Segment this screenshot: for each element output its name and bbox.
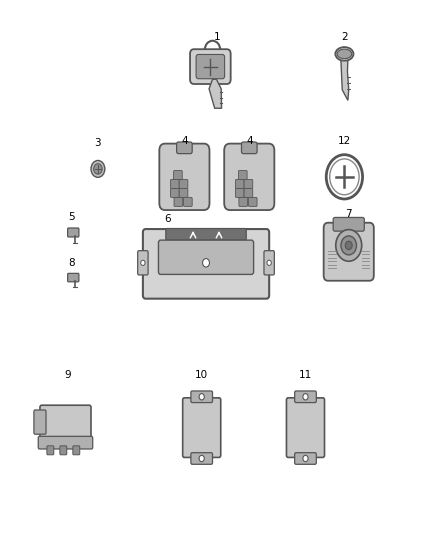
FancyBboxPatch shape — [239, 197, 247, 206]
Circle shape — [336, 230, 362, 261]
FancyBboxPatch shape — [241, 142, 257, 154]
FancyBboxPatch shape — [40, 405, 91, 441]
Circle shape — [202, 259, 209, 267]
Text: 5: 5 — [69, 212, 75, 222]
Circle shape — [94, 164, 102, 174]
FancyBboxPatch shape — [174, 197, 183, 206]
FancyBboxPatch shape — [191, 453, 212, 464]
FancyBboxPatch shape — [173, 171, 182, 180]
Text: 6: 6 — [164, 214, 170, 224]
FancyBboxPatch shape — [244, 180, 253, 189]
FancyBboxPatch shape — [190, 49, 231, 84]
FancyBboxPatch shape — [170, 180, 179, 189]
FancyBboxPatch shape — [324, 223, 374, 281]
FancyBboxPatch shape — [159, 240, 254, 274]
FancyBboxPatch shape — [196, 54, 225, 79]
Circle shape — [141, 260, 145, 265]
Text: 8: 8 — [69, 258, 75, 268]
Circle shape — [267, 260, 271, 265]
Circle shape — [91, 160, 105, 177]
Ellipse shape — [336, 47, 353, 61]
Text: 10: 10 — [195, 370, 208, 380]
Circle shape — [303, 455, 308, 462]
Circle shape — [199, 455, 204, 462]
FancyBboxPatch shape — [159, 143, 209, 210]
FancyBboxPatch shape — [238, 171, 247, 180]
FancyBboxPatch shape — [177, 142, 192, 154]
Circle shape — [199, 393, 204, 400]
FancyBboxPatch shape — [170, 189, 179, 197]
FancyBboxPatch shape — [67, 273, 79, 282]
Circle shape — [345, 241, 352, 249]
FancyBboxPatch shape — [166, 229, 246, 240]
FancyBboxPatch shape — [295, 453, 316, 464]
FancyBboxPatch shape — [179, 180, 188, 189]
FancyBboxPatch shape — [244, 189, 253, 197]
Text: 9: 9 — [64, 370, 71, 380]
FancyBboxPatch shape — [138, 251, 148, 275]
FancyBboxPatch shape — [295, 391, 316, 402]
Text: 4: 4 — [246, 136, 253, 146]
FancyBboxPatch shape — [60, 446, 67, 455]
Circle shape — [330, 159, 359, 195]
FancyBboxPatch shape — [333, 217, 364, 231]
Text: 11: 11 — [299, 370, 312, 380]
FancyBboxPatch shape — [248, 197, 257, 206]
Circle shape — [341, 236, 357, 255]
FancyBboxPatch shape — [34, 410, 46, 434]
FancyBboxPatch shape — [38, 437, 93, 449]
Ellipse shape — [337, 49, 352, 59]
Circle shape — [303, 393, 308, 400]
FancyBboxPatch shape — [73, 446, 80, 455]
Polygon shape — [209, 79, 222, 108]
FancyBboxPatch shape — [236, 180, 244, 189]
FancyBboxPatch shape — [184, 197, 192, 206]
FancyBboxPatch shape — [264, 251, 274, 275]
Text: 12: 12 — [338, 136, 351, 146]
Polygon shape — [341, 61, 349, 100]
FancyBboxPatch shape — [143, 229, 269, 298]
FancyBboxPatch shape — [191, 391, 212, 402]
Text: 2: 2 — [341, 33, 348, 42]
FancyBboxPatch shape — [183, 398, 221, 457]
FancyBboxPatch shape — [179, 189, 188, 197]
Text: 7: 7 — [346, 209, 352, 219]
FancyBboxPatch shape — [236, 189, 244, 197]
Text: 4: 4 — [181, 136, 188, 146]
Text: 3: 3 — [95, 138, 101, 148]
FancyBboxPatch shape — [286, 398, 325, 457]
FancyBboxPatch shape — [67, 228, 79, 237]
Text: 1: 1 — [214, 33, 220, 42]
FancyBboxPatch shape — [47, 446, 54, 455]
Circle shape — [326, 155, 363, 199]
FancyBboxPatch shape — [224, 143, 274, 210]
